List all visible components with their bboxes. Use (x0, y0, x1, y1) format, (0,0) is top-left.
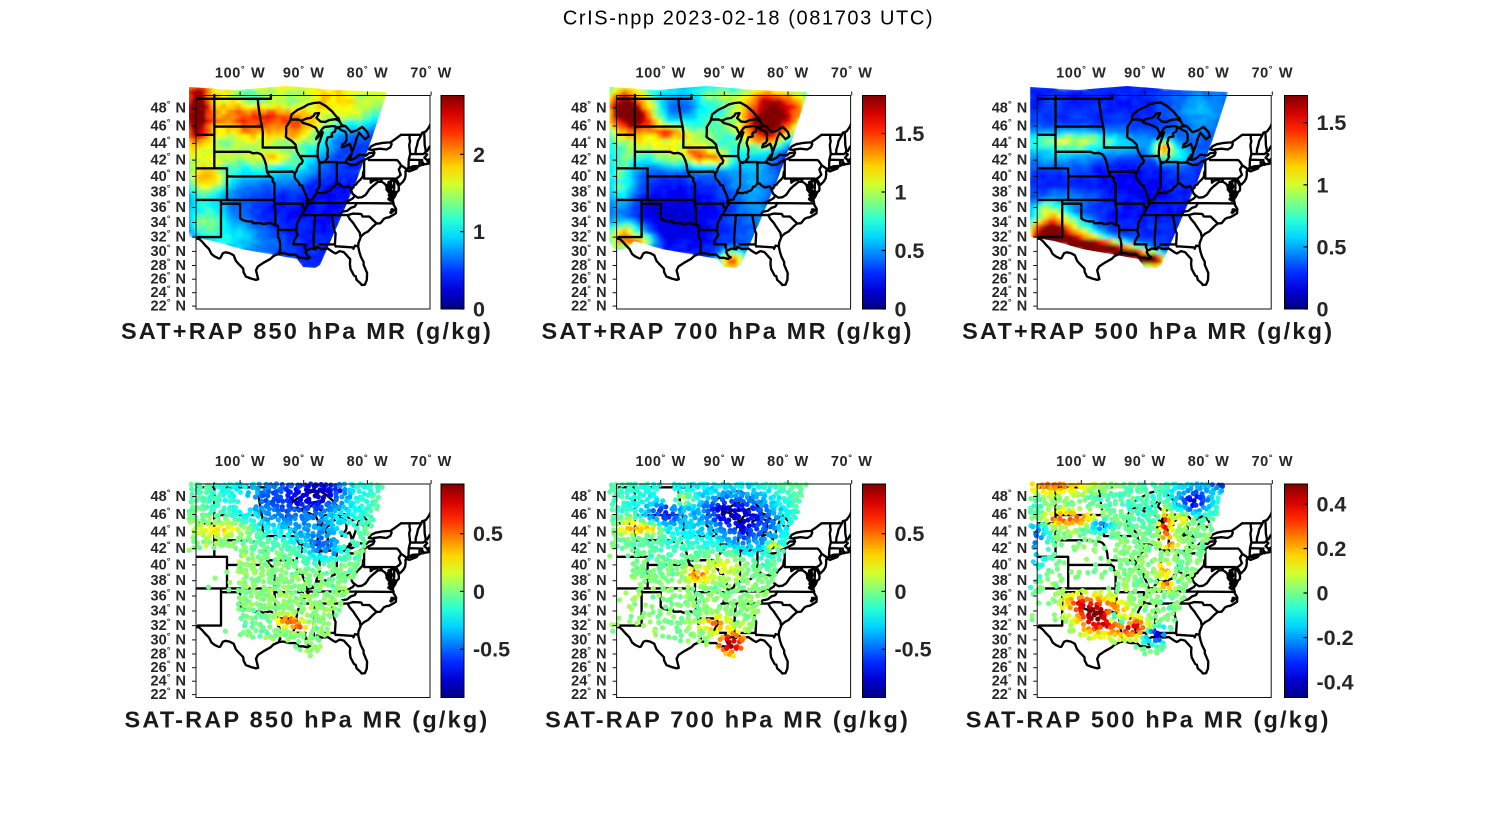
svg-text:SAT+RAP 850 hPa MR (g/kg): SAT+RAP 850 hPa MR (g/kg) (121, 318, 493, 344)
svg-text:-0.5: -0.5 (473, 638, 510, 662)
svg-text:1: 1 (895, 181, 907, 205)
svg-text:0: 0 (473, 580, 485, 604)
svg-text:0: 0 (1317, 298, 1329, 322)
svg-text:2: 2 (473, 143, 485, 167)
svg-text:1: 1 (473, 220, 485, 244)
svg-text:0.5: 0.5 (1317, 235, 1347, 259)
svg-text:0: 0 (473, 298, 485, 322)
svg-text:100° W: 100° W (215, 64, 265, 82)
svg-text:CrIS-npp 2023-02-18 (081703 UT: CrIS-npp 2023-02-18 (081703 UTC) (563, 8, 934, 30)
svg-text:SAT-RAP 850 hPa MR (g/kg): SAT-RAP 850 hPa MR (g/kg) (125, 707, 490, 733)
svg-text:SAT+RAP 700 hPa MR (g/kg): SAT+RAP 700 hPa MR (g/kg) (542, 318, 914, 344)
svg-text:100° W: 100° W (636, 64, 686, 82)
svg-text:1: 1 (1317, 173, 1329, 197)
svg-text:0.5: 0.5 (895, 239, 925, 263)
svg-text:0.5: 0.5 (473, 522, 503, 546)
svg-text:SAT+RAP 500 hPa MR (g/kg): SAT+RAP 500 hPa MR (g/kg) (962, 318, 1334, 344)
svg-text:100° W: 100° W (215, 453, 265, 471)
svg-text:1.5: 1.5 (895, 122, 925, 146)
svg-text:100° W: 100° W (1056, 64, 1106, 82)
svg-text:0: 0 (895, 298, 907, 322)
svg-text:1.5: 1.5 (1317, 111, 1347, 135)
